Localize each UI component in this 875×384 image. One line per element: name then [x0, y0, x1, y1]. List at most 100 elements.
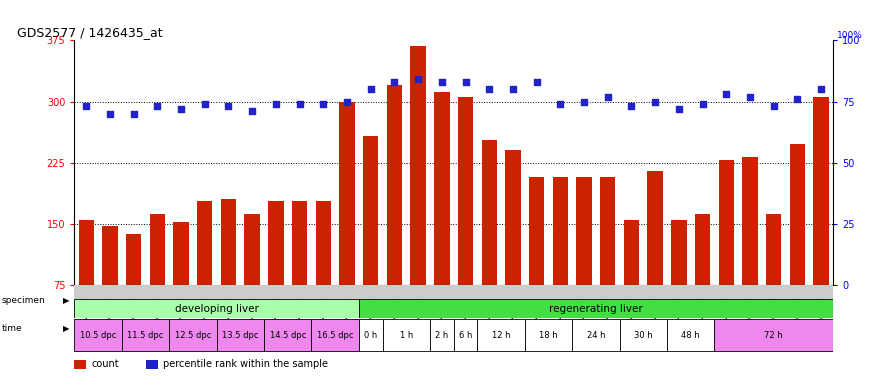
Text: 14.5 dpc: 14.5 dpc — [270, 331, 306, 340]
Point — [150, 103, 164, 109]
Bar — [410, 46, 426, 346]
Text: percentile rank within the sample: percentile rank within the sample — [163, 359, 328, 369]
Bar — [572, 319, 620, 351]
Bar — [667, 319, 715, 351]
Point — [198, 101, 212, 107]
Point — [672, 106, 686, 112]
Point — [790, 96, 804, 102]
Text: 12.5 dpc: 12.5 dpc — [175, 331, 211, 340]
Bar — [74, 299, 359, 318]
Bar — [553, 177, 568, 346]
Point — [553, 101, 567, 107]
Point — [719, 91, 733, 97]
Bar — [268, 201, 284, 346]
Bar — [648, 171, 663, 346]
Point — [174, 106, 188, 112]
Text: time: time — [2, 324, 23, 333]
Bar — [387, 85, 402, 346]
Bar — [292, 201, 307, 346]
Bar — [481, 140, 497, 346]
Point — [506, 86, 520, 92]
Bar — [312, 319, 359, 351]
Text: 72 h: 72 h — [765, 331, 783, 340]
Bar — [600, 177, 615, 346]
Bar — [715, 319, 833, 351]
Bar — [169, 319, 217, 351]
Point — [103, 111, 117, 117]
Point — [245, 108, 259, 114]
Bar — [197, 201, 213, 346]
Text: GDS2577 / 1426435_at: GDS2577 / 1426435_at — [18, 26, 163, 39]
Point — [458, 79, 472, 85]
Point — [435, 79, 449, 85]
Text: 10.5 dpc: 10.5 dpc — [80, 331, 116, 340]
Bar — [359, 319, 382, 351]
Bar — [363, 136, 378, 346]
Bar — [122, 319, 169, 351]
Point — [696, 101, 710, 107]
Text: 48 h: 48 h — [682, 331, 700, 340]
Text: 30 h: 30 h — [634, 331, 653, 340]
Bar — [766, 214, 781, 346]
Bar — [505, 151, 521, 346]
Bar — [74, 319, 122, 351]
Text: 2 h: 2 h — [435, 331, 449, 340]
Bar — [264, 319, 312, 351]
Text: 100%: 100% — [836, 31, 863, 40]
Text: 6 h: 6 h — [458, 331, 472, 340]
Bar — [102, 226, 117, 346]
Point — [340, 98, 354, 104]
Text: ▶: ▶ — [63, 296, 69, 305]
Point — [364, 86, 378, 92]
Bar — [454, 319, 478, 351]
Point — [292, 101, 306, 107]
Text: count: count — [91, 359, 119, 369]
Bar — [126, 234, 142, 346]
Bar — [146, 361, 158, 369]
Point — [127, 111, 141, 117]
Bar — [671, 220, 687, 346]
Text: ▶: ▶ — [63, 324, 69, 333]
Point — [814, 86, 828, 92]
Point — [388, 79, 402, 85]
Point — [766, 103, 780, 109]
Bar — [577, 177, 592, 346]
Bar — [74, 361, 86, 369]
Bar — [217, 319, 264, 351]
Bar — [478, 319, 525, 351]
Point — [316, 101, 330, 107]
Point — [411, 76, 425, 83]
Bar — [695, 214, 710, 346]
Text: specimen: specimen — [2, 296, 45, 305]
Text: 24 h: 24 h — [586, 331, 605, 340]
Bar — [624, 220, 640, 346]
Point — [482, 86, 496, 92]
Text: developing liver: developing liver — [175, 304, 258, 314]
Text: 0 h: 0 h — [364, 331, 377, 340]
Bar — [340, 101, 354, 346]
Bar — [529, 177, 544, 346]
Bar — [620, 319, 667, 351]
Bar — [74, 285, 833, 298]
Bar — [525, 319, 572, 351]
Point — [625, 103, 639, 109]
Text: 18 h: 18 h — [539, 331, 558, 340]
Point — [80, 103, 94, 109]
Text: 1 h: 1 h — [400, 331, 413, 340]
Point — [529, 79, 543, 85]
Point — [601, 94, 615, 100]
Bar — [220, 199, 236, 346]
Bar — [316, 201, 331, 346]
Bar — [173, 222, 189, 346]
Bar — [434, 92, 450, 346]
Bar — [718, 160, 734, 346]
Bar — [150, 214, 165, 346]
Point — [743, 94, 757, 100]
Text: 12 h: 12 h — [492, 331, 510, 340]
Bar — [430, 319, 454, 351]
Point — [578, 98, 592, 104]
Bar — [382, 319, 430, 351]
Text: 16.5 dpc: 16.5 dpc — [317, 331, 354, 340]
Bar — [814, 98, 829, 346]
Bar — [790, 144, 805, 346]
